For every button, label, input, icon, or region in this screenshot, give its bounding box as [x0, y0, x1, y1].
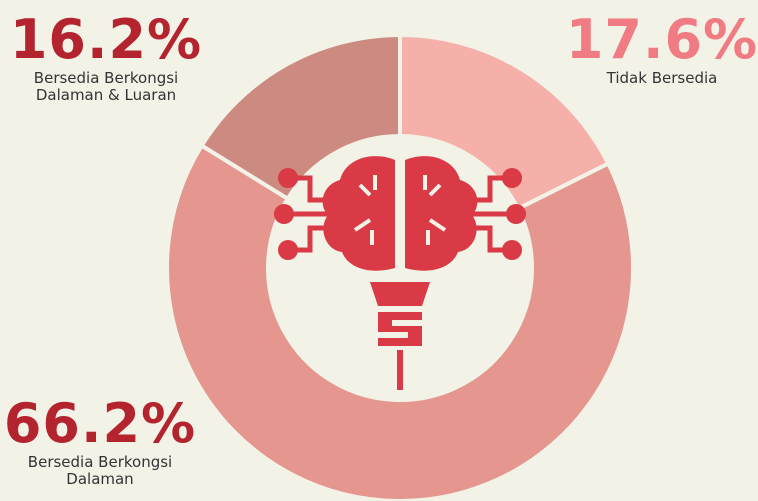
category-label: Bersedia Berkongsi Dalaman	[27, 453, 173, 488]
percent-label: 16.2%	[9, 8, 203, 71]
slice-label: 16.2% Bersedia Berkongsi Dalaman & Luaran	[6, 12, 206, 104]
category-label: Tidak Bersedia	[606, 69, 718, 87]
brain-icon	[274, 156, 526, 390]
donut-slice	[165, 142, 635, 501]
category-label: Bersedia Berkongsi Dalaman & Luaran	[33, 69, 179, 104]
slice-label: 66.2% Bersedia Berkongsi Dalaman	[0, 396, 200, 488]
donut-slice	[198, 32, 402, 202]
slice-label: 17.6% Tidak Bersedia	[562, 12, 758, 87]
donut-slice	[398, 32, 611, 212]
percent-label: 17.6%	[565, 8, 758, 71]
percent-label: 66.2%	[3, 392, 197, 455]
